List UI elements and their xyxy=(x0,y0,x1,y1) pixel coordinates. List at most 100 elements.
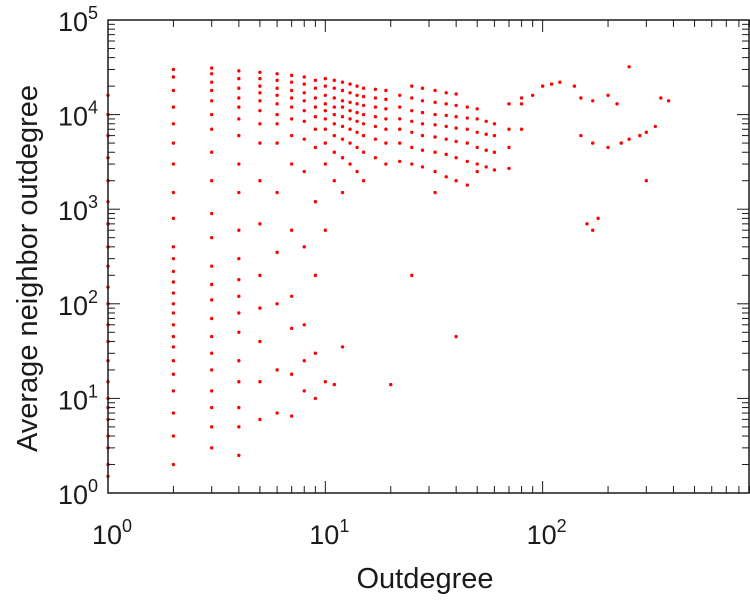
data-point xyxy=(492,133,497,138)
data-point xyxy=(454,92,458,96)
data-point xyxy=(302,91,306,95)
data-point xyxy=(355,130,359,134)
data-point xyxy=(433,135,437,139)
data-point xyxy=(209,179,214,183)
data-point xyxy=(289,294,294,299)
data-point xyxy=(302,99,306,103)
data-point xyxy=(258,339,262,344)
y-tick-label: 100 xyxy=(58,476,98,510)
data-point xyxy=(361,179,366,183)
data-point xyxy=(666,99,671,103)
data-point xyxy=(171,372,176,376)
data-point xyxy=(209,211,214,216)
data-point xyxy=(653,124,658,129)
data-point xyxy=(323,228,328,232)
data-point xyxy=(209,282,214,287)
data-point xyxy=(289,372,294,376)
data-point xyxy=(465,159,469,164)
data-point xyxy=(475,117,479,121)
data-point xyxy=(171,291,176,295)
data-point xyxy=(389,382,393,387)
data-point xyxy=(465,116,469,120)
data-point xyxy=(475,169,479,174)
data-point xyxy=(348,162,352,166)
data-point xyxy=(332,86,337,90)
data-point xyxy=(332,78,337,83)
data-point xyxy=(258,76,262,81)
data-point xyxy=(420,110,425,115)
data-point xyxy=(355,102,359,106)
data-point xyxy=(585,222,589,226)
data-point xyxy=(237,380,241,384)
data-point xyxy=(313,86,318,90)
data-point xyxy=(209,316,214,321)
data-point xyxy=(410,162,414,166)
data-point xyxy=(323,127,328,131)
data-point xyxy=(209,80,214,84)
data-point xyxy=(444,102,448,106)
data-point xyxy=(171,75,176,79)
data-point xyxy=(302,389,306,393)
data-point xyxy=(313,96,318,100)
data-point xyxy=(275,78,279,83)
data-point xyxy=(475,107,479,111)
data-point xyxy=(275,102,279,106)
data-point xyxy=(444,137,448,141)
data-point xyxy=(373,115,378,119)
data-point xyxy=(355,119,359,123)
data-point xyxy=(507,145,511,150)
data-point xyxy=(361,86,366,90)
data-point xyxy=(340,99,345,103)
data-point xyxy=(384,107,388,111)
data-point xyxy=(302,169,306,174)
data-point xyxy=(275,141,279,145)
data-point xyxy=(258,306,262,310)
data-point xyxy=(289,414,294,418)
data-point xyxy=(313,78,318,83)
data-point xyxy=(619,141,623,145)
minor-ticks xyxy=(107,20,750,494)
data-point xyxy=(348,82,352,86)
data-point xyxy=(258,380,262,384)
data-point xyxy=(258,84,262,88)
data-point xyxy=(237,277,241,282)
data-point xyxy=(171,411,176,415)
data-point xyxy=(348,91,352,95)
data-point xyxy=(237,453,241,458)
data-point xyxy=(659,96,663,100)
data-point xyxy=(275,93,279,97)
data-point xyxy=(209,389,214,393)
y-tick-label: 105 xyxy=(58,3,98,37)
data-point xyxy=(171,141,176,145)
data-point xyxy=(313,273,318,278)
data-point xyxy=(258,222,262,226)
data-point xyxy=(302,359,306,363)
data-point xyxy=(420,165,425,169)
data-point xyxy=(302,82,306,86)
plot-frame xyxy=(107,19,750,494)
data-point xyxy=(313,396,318,401)
data-point xyxy=(171,302,176,306)
data-point xyxy=(433,100,437,104)
y-tick-label: 104 xyxy=(58,98,98,132)
data-points xyxy=(106,65,671,479)
data-point xyxy=(373,124,378,129)
data-point xyxy=(384,88,388,93)
data-point xyxy=(340,88,345,93)
data-point xyxy=(340,345,345,349)
data-point xyxy=(313,127,318,131)
data-point xyxy=(237,133,241,138)
data-point xyxy=(237,69,241,73)
data-point xyxy=(237,228,241,232)
data-point xyxy=(237,105,241,109)
data-point xyxy=(420,148,425,152)
data-point xyxy=(237,96,241,100)
data-point xyxy=(591,228,595,232)
data-point xyxy=(258,91,262,95)
data-point xyxy=(475,130,479,134)
data-point xyxy=(237,425,241,429)
data-point xyxy=(519,127,524,131)
data-point xyxy=(258,273,262,278)
data-point xyxy=(355,169,359,174)
